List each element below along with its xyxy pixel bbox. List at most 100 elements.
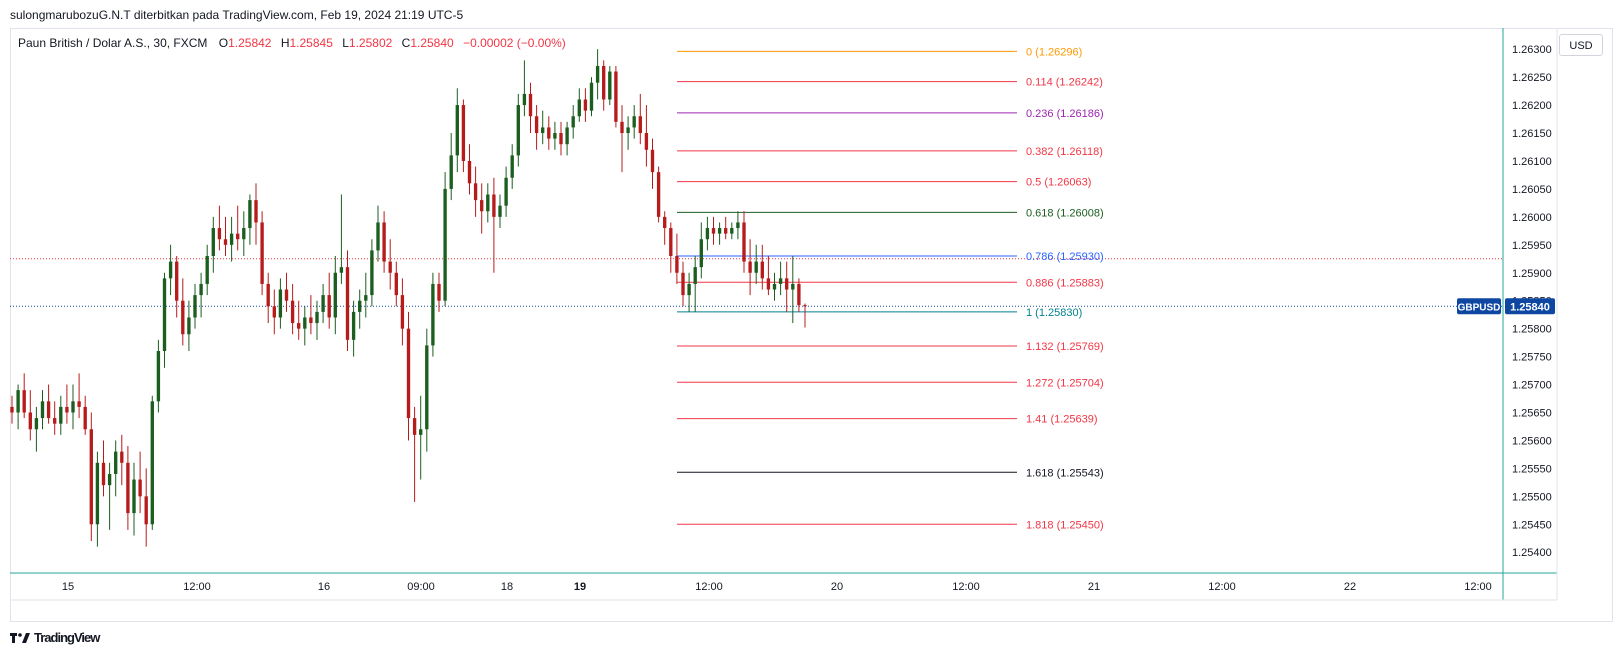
candle-body [351, 311, 356, 340]
candle-body [406, 328, 411, 419]
candle-body [541, 127, 545, 134]
candle-body [248, 200, 252, 229]
x-tick-label: 12:00 [952, 581, 980, 593]
candle-body [278, 289, 283, 318]
y-tick-label: 1.25400 [1512, 547, 1552, 559]
candle-body [16, 390, 20, 413]
candle-body [370, 250, 374, 296]
candle-body [187, 317, 191, 335]
candle-body [608, 71, 612, 100]
candle-body [65, 406, 69, 413]
candle-body [120, 451, 124, 463]
candle-body [711, 228, 716, 234]
candle-body [266, 283, 270, 307]
y-tick-label: 1.25750 [1512, 352, 1552, 364]
candle-body [71, 401, 75, 413]
candle-body [53, 418, 57, 424]
candle-body [382, 222, 386, 262]
candle-body [376, 222, 380, 251]
high-value: 1.25845 [289, 36, 333, 50]
candle-body [724, 228, 728, 234]
y-tick-label: 1.26300 [1512, 44, 1552, 56]
x-tick-label: 12:00 [1464, 581, 1492, 593]
candle-body [705, 228, 710, 240]
x-tick-label: 09:00 [407, 581, 435, 593]
x-tick-label: 19 [574, 581, 586, 593]
fib-level-label: 1.132 (1.25769) [1026, 341, 1104, 353]
low-value: 1.25802 [348, 36, 393, 50]
y-tick-label: 1.25650 [1512, 407, 1552, 419]
fib-level-label: 1 (1.25830) [1026, 307, 1082, 319]
candle-body [480, 200, 484, 212]
candle-body [656, 172, 661, 217]
symbol-tag-label: GBPUSD [1458, 302, 1501, 313]
candle-body [461, 105, 466, 161]
symbol-name[interactable]: Paun British / Dolar A.S., 30, FXCM [18, 36, 208, 50]
candle-body [650, 149, 655, 173]
brand-name: TradingView [34, 630, 100, 645]
candle-body [455, 105, 459, 156]
candle-body [467, 160, 472, 184]
candle-body [126, 462, 130, 514]
fib-level-label: 1.618 (1.25543) [1026, 467, 1104, 479]
candle-body [315, 311, 319, 324]
candle-body [95, 462, 100, 525]
x-tick-label: 22 [1344, 581, 1356, 593]
x-tick-label: 15 [62, 581, 74, 593]
candle-body [742, 222, 746, 262]
candle-body [181, 300, 185, 335]
close-value: 1.25840 [410, 36, 454, 50]
y-tick-label: 1.26050 [1512, 184, 1552, 196]
candle-body [443, 188, 447, 301]
candle-body [516, 105, 520, 156]
candle-body [83, 406, 87, 430]
price-tag-value: 1.25840 [1510, 301, 1550, 313]
fib-level-label: 0.114 (1.26242) [1026, 77, 1103, 89]
symbol-tag-bg [1457, 298, 1501, 315]
candle-body [327, 295, 331, 318]
candle-body [168, 261, 173, 279]
y-tick-label: 1.26150 [1512, 128, 1552, 140]
candle-body [797, 283, 801, 306]
open-value: 1.25842 [228, 36, 272, 50]
candle-body [138, 479, 142, 497]
y-tick-label: 1.25700 [1512, 380, 1552, 392]
candle-body [785, 278, 789, 290]
candle-body [229, 233, 234, 245]
candle-body [388, 261, 392, 273]
chart-frame [10, 28, 1613, 622]
candle-body [675, 255, 679, 273]
candle-body [583, 99, 588, 111]
y-tick-label: 1.25600 [1512, 435, 1552, 447]
candle-body [242, 228, 246, 240]
y-tick-label: 1.25450 [1512, 519, 1552, 531]
candle-body [717, 228, 722, 234]
candle-body [760, 261, 764, 279]
candle-body [498, 205, 502, 217]
candle-body [638, 116, 642, 134]
candle-body [400, 295, 405, 329]
candle-body [571, 116, 575, 128]
candle-body [28, 412, 32, 430]
publish-header: sulongmarubozuG.N.T diterbitkan pada Tra… [10, 8, 464, 22]
x-tick-label: 12:00 [1208, 581, 1236, 593]
candle-body [309, 317, 313, 324]
candle-body [77, 401, 81, 407]
candle-body [193, 295, 197, 318]
candle-body [510, 155, 514, 178]
candle-body [486, 194, 490, 212]
candle-body [34, 418, 39, 430]
currency-button[interactable]: USD [1559, 34, 1603, 56]
candle-body [547, 127, 551, 139]
fib-level-label: 0.5 (1.26063) [1026, 177, 1091, 189]
candle-body [412, 418, 417, 435]
candle-body [303, 317, 307, 329]
fib-level-label: 0.618 (1.26008) [1026, 207, 1104, 219]
candle-body [46, 401, 51, 419]
candle-body [803, 305, 807, 307]
y-tick-label: 1.26250 [1512, 72, 1552, 84]
candle-body [522, 93, 527, 106]
candle-body [736, 222, 740, 229]
candle-body [114, 451, 118, 474]
